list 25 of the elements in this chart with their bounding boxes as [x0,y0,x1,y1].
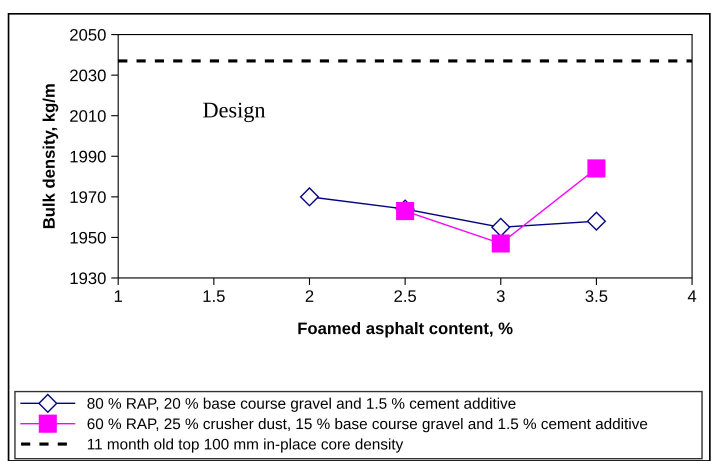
point [587,159,606,178]
x-tick-label: 3.5 [585,290,608,302]
y-axis-title: Bulk density, kg/m [42,84,58,228]
legend-label: 60 % RAP, 25 % crusher dust, 15 % base course gravel and 1.5 % cement additive [88,418,648,432]
point [492,234,510,253]
point [300,187,320,206]
y-tick-label: 2010 [70,110,106,122]
x-tick-label: 3 [496,290,505,302]
y-tick-label: 2050 [70,28,106,41]
y-tick-label: 1970 [70,191,106,204]
x-tick-label: 2 [306,290,314,302]
y-tick-label: 1990 [70,150,106,162]
y-tick-label: 1930 [70,272,106,284]
y-tick-label: 1950 [70,232,106,244]
legend-label: 80 % RAP, 20 % base course gravel and 1.5 % cement additive [87,398,516,412]
x-tick-label: 2.5 [394,290,416,302]
point [586,212,606,231]
x-tick-label: 1.5 [204,290,225,302]
x-axis-title: Foamed asphalt content, % [298,322,513,338]
x-tick-label: 1 [114,290,122,302]
annotation: Design [203,102,266,122]
x-tick-label: 4 [688,290,696,302]
y-tick-label: 2030 [70,70,106,82]
point [396,202,414,220]
legend-label: 11 month old top 100 mm in-place core density [88,438,404,453]
